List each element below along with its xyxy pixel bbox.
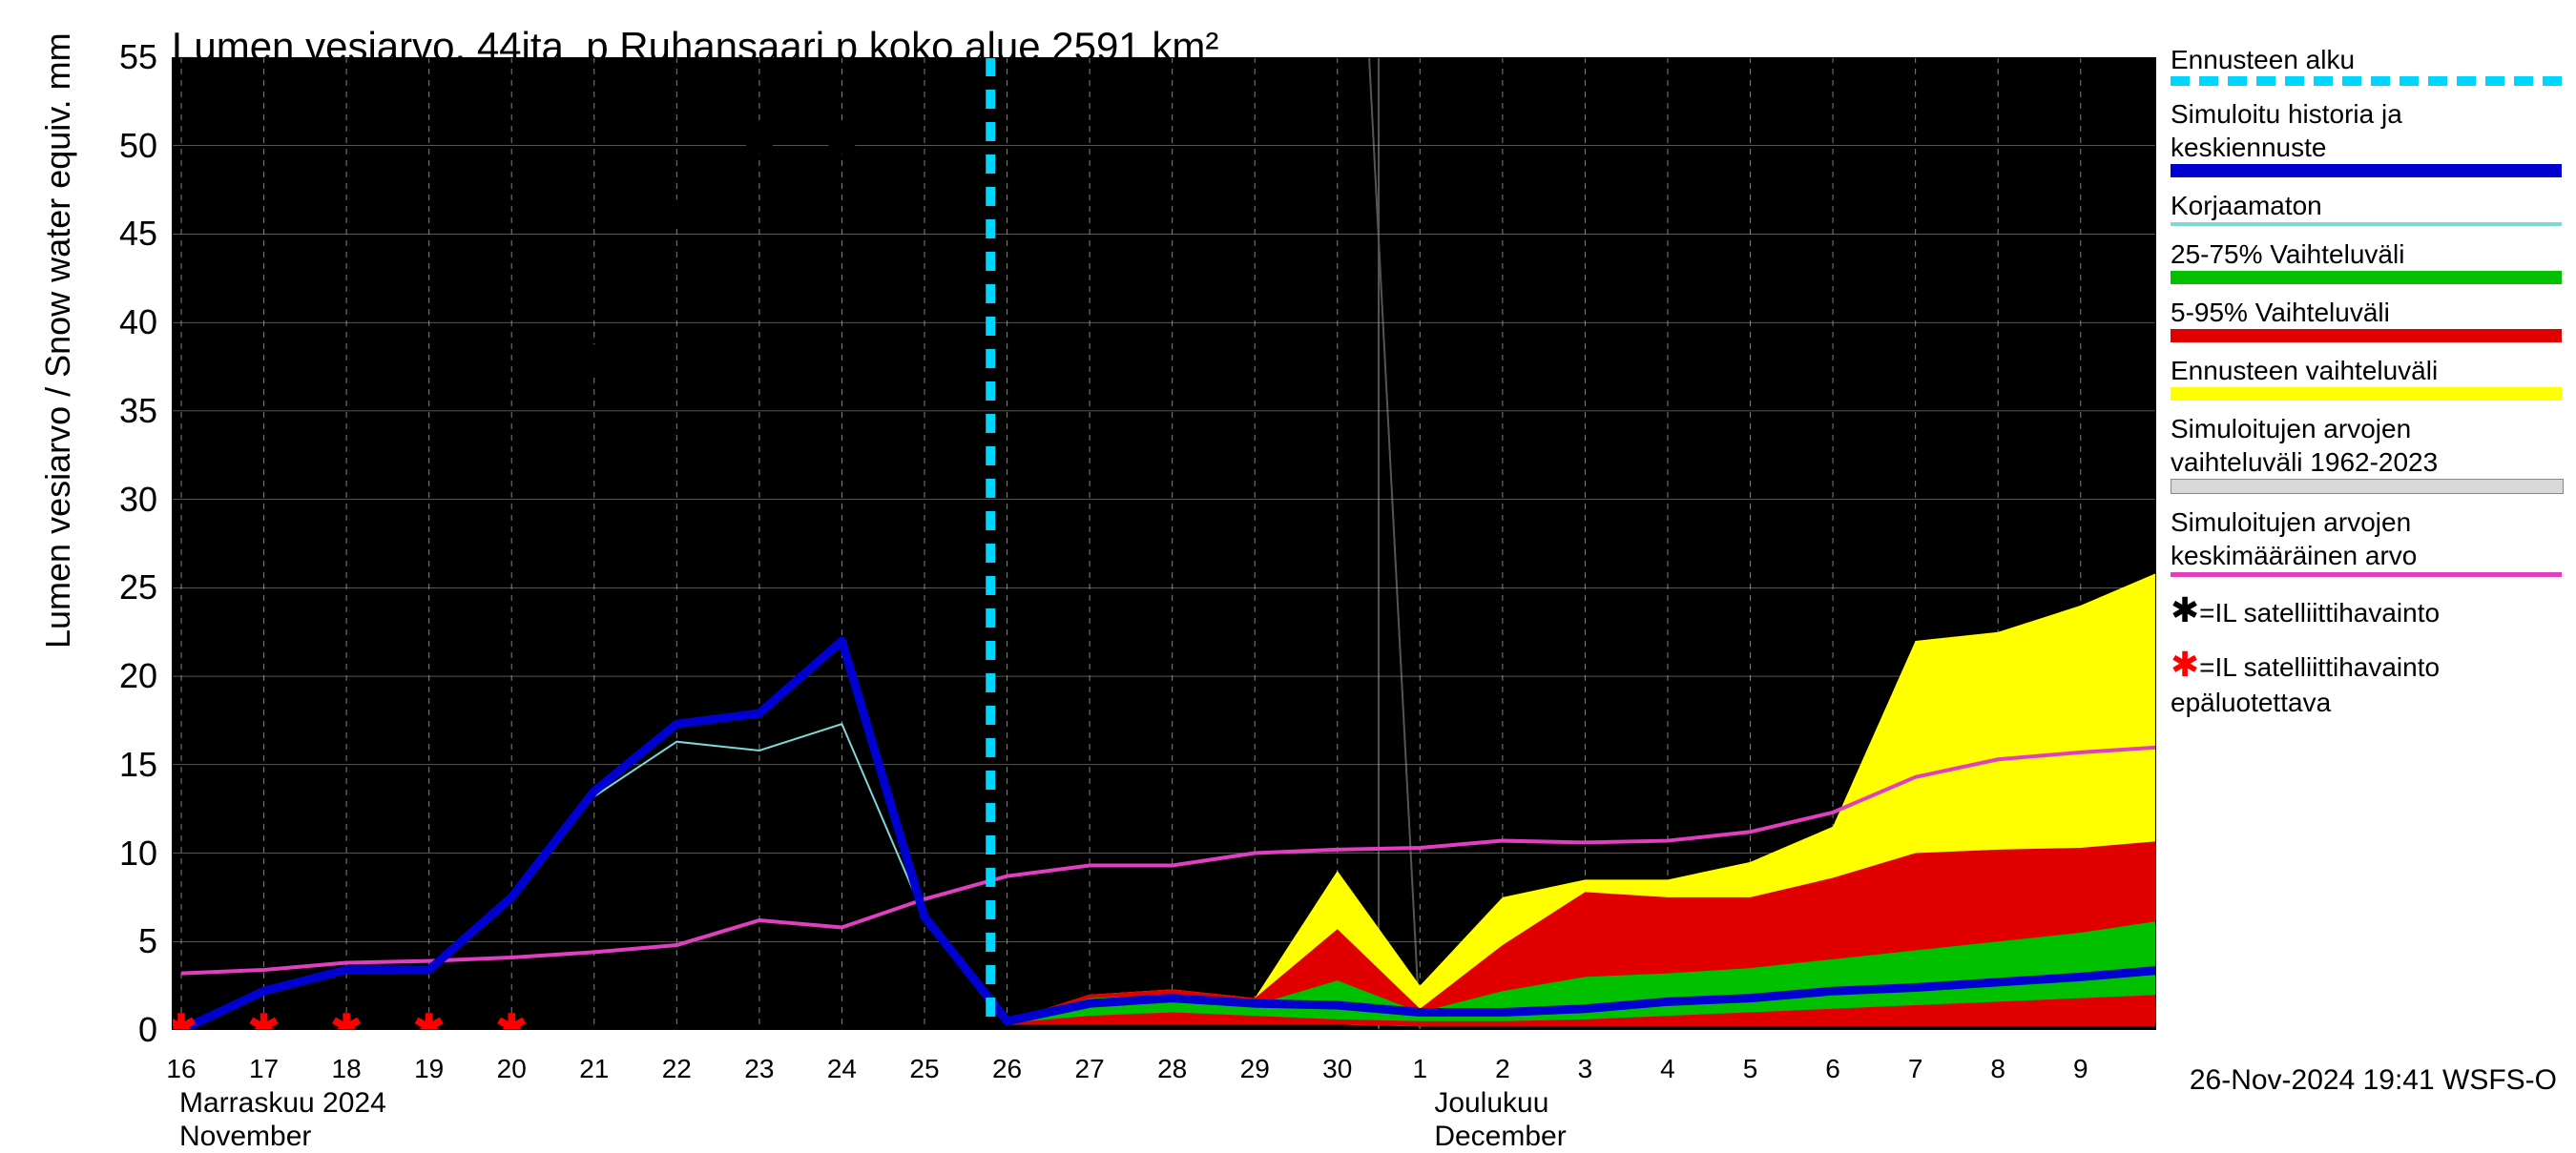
svg-text:✱: ✱ [413,1008,446,1030]
y-tick-label: 20 [119,659,157,693]
legend-obs: ✱=IL satelliittihavainto [2171,588,2564,631]
legend-full: Ennusteen vaihteluväli [2171,354,2564,401]
svg-text:✱: ✱ [578,340,611,381]
legend-simmean: Simuloitujen arvojenkeskimääräinen arvo [2171,505,2564,577]
svg-text:✱: ✱ [743,120,776,162]
month-label-dec-fi: Joulukuu [1434,1087,1548,1120]
legend-0595: 5-95% Vaihteluväli [2171,296,2564,342]
legend-history: Simuloitu historia jakeskiennuste [2171,97,2564,177]
legend-forecast-start: Ennusteen alku [2171,43,2564,86]
y-tick-label: 35 [119,394,157,428]
legend-uncorrected: Korjaamaton [2171,189,2564,226]
svg-text:✱: ✱ [495,1008,528,1030]
y-tick-label: 45 [119,216,157,251]
y-tick-label: 25 [119,570,157,605]
y-tick-label: 50 [119,129,157,163]
y-tick-label: 0 [138,1013,157,1047]
svg-text:✱: ✱ [330,1008,363,1030]
month-label-dec-en: December [1434,1121,1566,1153]
svg-text:✱: ✱ [661,195,694,237]
month-label-nov-fi: Marraskuu 2024 [179,1087,386,1120]
legend-obs-unreliable: ✱=IL satelliittihavainto epäluotettava [2171,643,2564,719]
y-axis-label: Lumen vesiarvo / Snow water equiv. mm [38,32,78,649]
svg-text:✱: ✱ [826,120,859,162]
svg-text:✱: ✱ [172,1008,197,1030]
legend-2575: 25-75% Vaihteluväli [2171,237,2564,284]
y-tick-label: 10 [119,836,157,871]
timestamp-label: 26-Nov-2024 19:41 WSFS-O [2190,1064,2557,1097]
y-tick-label: 15 [119,748,157,782]
y-tick-label: 30 [119,483,157,517]
legend-simrange: Simuloitujen arvojenvaihteluväli 1962-20… [2171,412,2564,494]
legend: Ennusteen alku Simuloitu historia jakesk… [2171,43,2564,731]
y-tick-label: 55 [119,40,157,74]
svg-text:✱: ✱ [248,1008,280,1030]
y-tick-label: 5 [138,924,157,958]
chart-plot-area: ✱ ✱ ✱ ✱ ✱ ✱ ✱ ✱ ✱ [172,57,2156,1068]
y-tick-label: 40 [119,305,157,340]
month-label-nov-en: November [179,1121,311,1153]
